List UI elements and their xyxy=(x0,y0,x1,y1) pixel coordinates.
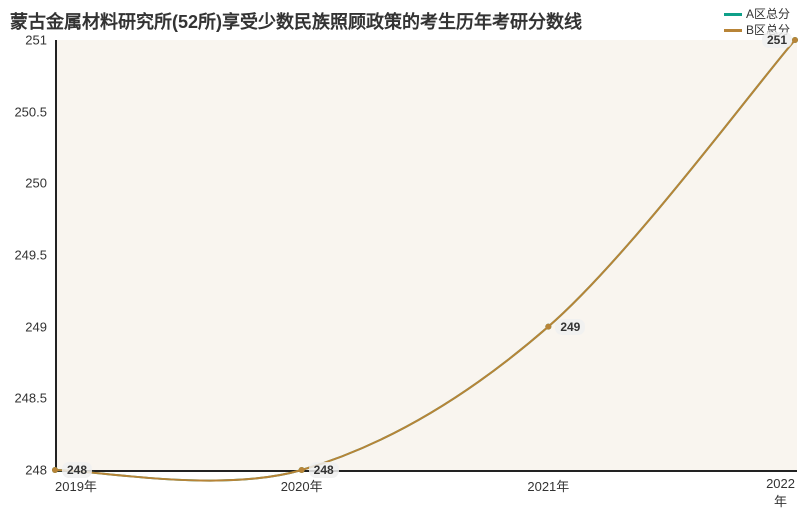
data-point-label: 251 xyxy=(762,32,792,48)
data-marker xyxy=(299,467,305,473)
x-tick-label: 2020年 xyxy=(281,476,323,495)
data-point-label: 248 xyxy=(62,462,92,478)
y-tick-label: 251 xyxy=(0,33,47,48)
data-marker xyxy=(52,467,58,473)
y-tick-label: 249.5 xyxy=(0,248,47,263)
data-marker xyxy=(792,37,798,43)
y-tick-label: 250 xyxy=(0,176,47,191)
y-tick-label: 248 xyxy=(0,463,47,478)
x-tick-label: 2021年 xyxy=(527,476,569,495)
data-point-label: 249 xyxy=(555,319,585,335)
series-line xyxy=(55,40,795,481)
y-tick-label: 248.5 xyxy=(0,391,47,406)
x-tick-label: 2019年 xyxy=(55,476,97,495)
chart-container: 蒙古金属材料研究所(52所)享受少数民族照顾政策的考生历年考研分数线 A区总分B… xyxy=(0,0,800,500)
y-tick-label: 249 xyxy=(0,319,47,334)
y-tick-label: 250.5 xyxy=(0,104,47,119)
x-tick-label: 2022年 xyxy=(766,476,795,510)
series-line xyxy=(55,40,795,481)
data-point-label: 248 xyxy=(309,462,339,478)
plot-svg xyxy=(0,0,800,500)
data-marker xyxy=(545,324,551,330)
